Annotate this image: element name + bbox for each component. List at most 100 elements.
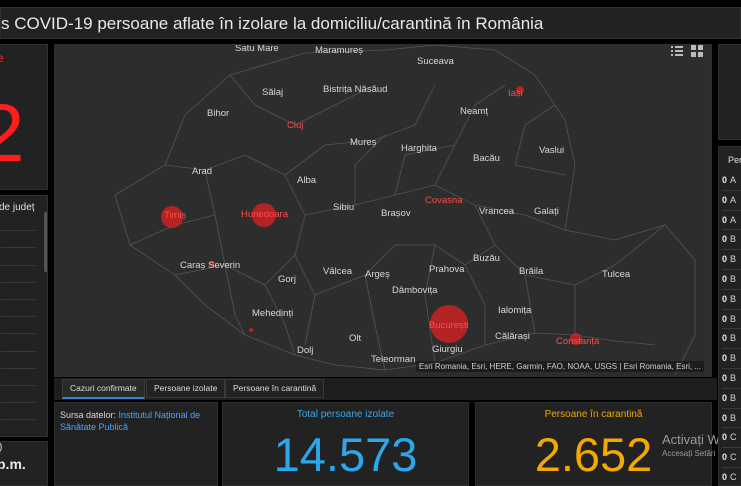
county-label: Mehedinți — [252, 308, 294, 319]
county-label: Neamț — [460, 106, 488, 117]
list-item[interactable] — [1, 352, 35, 369]
confirmed-cases-value: 2 — [0, 93, 25, 175]
list-item-count: 0 — [722, 214, 728, 225]
list-icon[interactable] — [671, 45, 683, 57]
list-item-label: B — [730, 333, 737, 344]
list-item[interactable] — [1, 420, 35, 436]
county-label: Constanța — [556, 336, 600, 347]
county-label: Caraș Severin — [180, 260, 241, 271]
confirmed-cases-label: rmate — [0, 51, 4, 65]
tab-quarantined-persons[interactable]: Persoane în carantină — [225, 379, 325, 398]
isolated-total-label: Total persoane izolate — [296, 409, 395, 420]
list-item-label: B — [730, 412, 737, 423]
romania-map[interactable]: Satu Mare Maramureș Suceava Iași Sălaj B… — [54, 44, 712, 377]
county-label: Suceava — [417, 56, 454, 67]
quarantine-total-label: Persoane în carantină — [544, 409, 643, 420]
county-label: Dolj — [297, 345, 314, 356]
county-label: Harghita — [401, 143, 437, 154]
county-label: Teleorman — [371, 354, 416, 365]
county-label: Ialomița — [498, 305, 532, 316]
tab-confirmed-cases[interactable]: Cazuri confirmate — [62, 379, 145, 399]
list-item-count: 0 — [722, 392, 728, 403]
list-item-count: 0 — [722, 175, 728, 185]
list-item[interactable] — [1, 214, 35, 232]
list-item[interactable] — [1, 300, 35, 318]
county-label: Vaslui — [539, 145, 565, 156]
right-top-panel — [718, 44, 741, 140]
county-list-panel[interactable]: de județ — [0, 195, 48, 437]
right-list-header: Per — [728, 155, 741, 165]
list-item[interactable] — [1, 266, 35, 283]
list-item[interactable] — [1, 248, 35, 266]
list-item[interactable] — [1, 231, 35, 249]
county-label: Cluj — [287, 120, 304, 131]
list-item[interactable] — [1, 334, 35, 352]
list-item-count: 0 — [722, 372, 728, 383]
tab-isolated-persons[interactable]: Persoane izolate — [146, 379, 226, 398]
list-item-label: B — [730, 293, 737, 304]
county-label: Satu Mare — [235, 44, 279, 54]
last-update-panel: ) p.m. — [0, 441, 48, 486]
list-item-count: 0 — [722, 471, 728, 482]
list-item-count: 0 — [722, 234, 728, 245]
county-label: Argeș — [365, 269, 390, 280]
county-label: București — [429, 320, 469, 331]
list-item[interactable] — [1, 283, 35, 300]
county-label: Hunedoara — [241, 209, 289, 220]
county-label: Brașov — [381, 208, 411, 219]
list-item-label: B — [730, 313, 737, 324]
county-label: Vrancea — [479, 206, 515, 217]
windows-activation-subtitle: Accesați Setări pent — [662, 449, 734, 458]
county-label: Sibiu — [333, 202, 355, 213]
last-update-label: ) — [0, 442, 2, 453]
list-item[interactable] — [1, 369, 35, 386]
right-list-panel[interactable]: Per 0A0A0A0B0B0B0B0B0B0B0B0B0B0C0C0C0C — [718, 146, 741, 486]
list-item-label: B — [730, 273, 737, 284]
county-label: Călărași — [495, 331, 530, 342]
county-label: Timiș — [164, 210, 187, 221]
county-list-scrollbar[interactable] — [44, 212, 47, 272]
list-item[interactable] — [1, 317, 35, 335]
county-label: Dâmbovița — [392, 285, 438, 296]
data-source-text: Sursa datelor: Institutul Național de Să… — [60, 409, 216, 433]
list-item-label: B — [730, 392, 737, 403]
county-label: Tulcea — [602, 269, 631, 280]
county-label: Gorj — [278, 274, 296, 285]
county-borders — [114, 45, 696, 376]
list-item-count: 0 — [722, 293, 728, 304]
grid-icon[interactable] — [691, 45, 703, 57]
county-label: Buzău — [473, 253, 500, 264]
list-item-count: 0 — [722, 254, 728, 265]
list-item-label: B — [730, 254, 737, 265]
data-source-link[interactable]: Institutul Național de Sănătate Publică — [60, 410, 201, 432]
county-list-rows[interactable] — [1, 214, 35, 436]
county-label: Giurgiu — [432, 344, 463, 355]
county-label: Alba — [297, 175, 317, 186]
last-update-time: p.m. — [0, 456, 26, 472]
list-item[interactable] — [1, 386, 35, 404]
list-item[interactable] — [1, 403, 35, 421]
county-label: Covasna — [425, 195, 463, 206]
list-item-label: C — [730, 432, 737, 443]
county-list-header: de județ — [0, 202, 35, 213]
list-item-label: C — [730, 452, 737, 463]
list-item-count: 0 — [722, 353, 728, 364]
right-list-rows[interactable]: 0A0A0A0B0B0B0B0B0B0B0B0B0B0C0C0C0C — [722, 171, 741, 485]
list-item-label: A — [730, 175, 737, 185]
